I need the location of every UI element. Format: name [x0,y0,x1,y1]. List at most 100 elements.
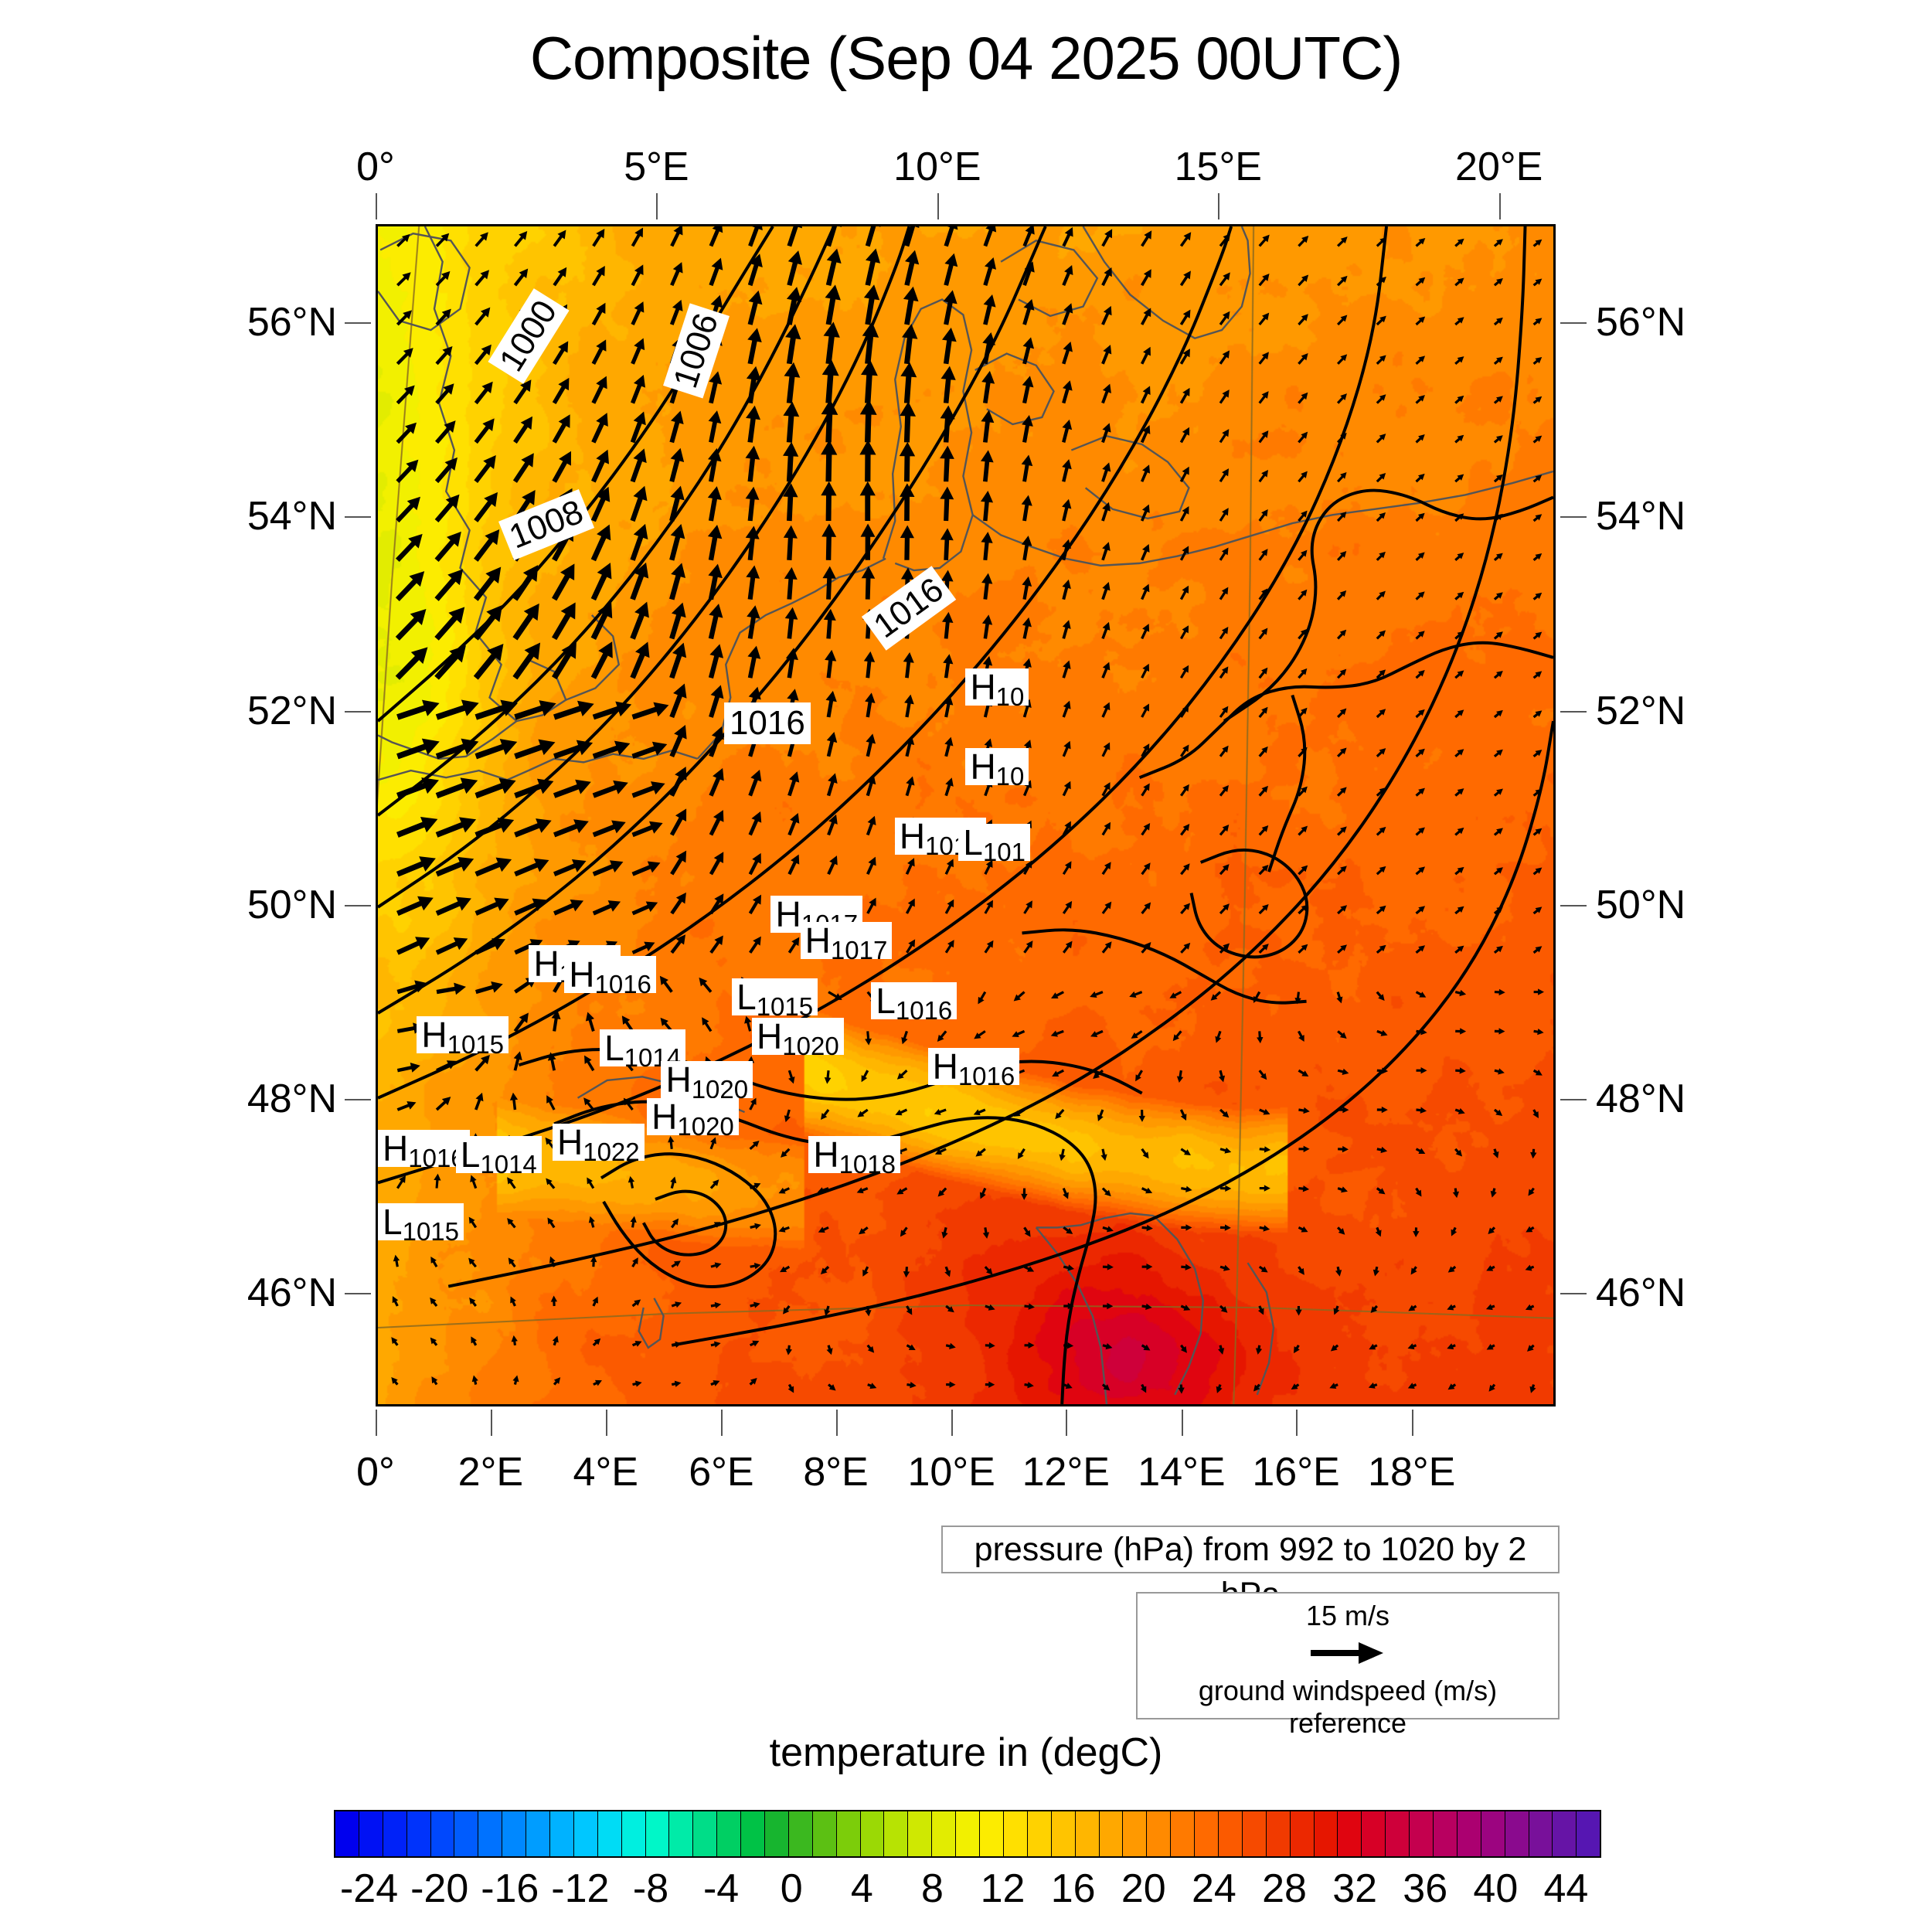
wind-arrow [1415,591,1425,600]
wind-arrow [866,897,876,914]
colorbar-title: temperature in (degC) [769,1730,1163,1775]
wind-arrow [859,440,876,482]
wind-arrow [1180,824,1190,836]
wind-arrow [1454,356,1464,365]
wind-arrow [1181,1185,1192,1192]
wind-arrow [984,859,993,875]
wind-arrow [669,683,687,719]
temperature-colorbar[interactable] [334,1810,1601,1858]
wind-arrow [1493,828,1503,836]
wind-arrow-grid [391,226,1545,1394]
wind-arrow [1141,1264,1153,1270]
wind-arrow [669,485,685,522]
map-plot-area[interactable]: 10001006100810161016H1018L101H10H10H1017… [376,224,1556,1406]
wind-arrow [546,1178,556,1189]
wind-arrow [1179,705,1189,718]
wind-arrow [1050,1029,1064,1037]
wind-arrow [747,253,763,287]
extremum-type: L [963,821,983,862]
coast-croatia [1247,1262,1275,1396]
isobar-east-1 [1267,694,1307,872]
wind-arrow [710,1262,722,1269]
wind-arrow [1023,1265,1035,1272]
wind-arrow [1176,1070,1184,1083]
lon-tick-label-bottom-7: 14°E [1138,1450,1226,1495]
colorbar-segment-8 [526,1811,551,1856]
wind-arrow [1416,1067,1427,1074]
wind-arrow [671,1260,681,1268]
wind-arrow [895,1108,908,1116]
wind-arrow [903,1267,910,1278]
wind-arrow [1493,317,1503,326]
wind-arrow [1486,1343,1495,1350]
wind-arrow [1298,1226,1308,1233]
pressure-extremum-h-9: H1016 [564,956,656,997]
colorbar-tick-5: -4 [702,1866,740,1911]
wind-arrow [980,1187,987,1199]
wind-arrow [1140,269,1151,287]
wind-arrow [1494,988,1505,996]
wind-arrow [1141,902,1151,914]
wind-arrow [1298,510,1308,522]
wind-arrow [1101,229,1113,247]
wind-arrow [900,525,914,560]
wind-arrow [1493,709,1503,719]
wind-arrow [825,649,837,679]
extremum-value: 101 [982,837,1026,866]
wind-arrow [821,523,837,560]
wind-arrow [1258,944,1269,954]
colorbar-tick-15: 36 [1403,1866,1448,1911]
wind-arrow [1532,474,1543,483]
wind-arrow [748,770,762,797]
wind-arrow [668,1135,675,1149]
extremum-value: 1018 [838,1149,896,1179]
wind-arrow [1532,906,1543,915]
wind-arrow [708,604,723,640]
wind-arrow [896,1069,908,1080]
wind-arrow [1493,867,1503,876]
wind-arrow [1454,238,1464,247]
wind-arrow [1454,866,1464,876]
wind-arrow [1180,1344,1187,1353]
wind-arrow [435,738,479,760]
wind-arrow [1333,1305,1340,1315]
lon-tick-label-bottom-0: 0° [356,1450,395,1495]
extremum-type: H [556,1122,583,1163]
wind-arrow [1062,1187,1069,1199]
wind-arrow [1298,1145,1310,1152]
lon-tick-mark-bottom-4 [835,1410,838,1436]
wind-arrow [1532,867,1543,876]
wind-arrow [435,345,453,366]
wind-arrow [896,1187,908,1195]
wind-arrow [474,699,519,720]
wind-arrow [1169,991,1182,998]
temperature-raster [378,226,1553,1404]
wind-arrow [1021,454,1033,482]
wind-arrow [1336,354,1348,365]
wind-arrow [1336,471,1347,483]
pressure-extremum-h-5: H1017 [800,921,893,963]
wind-arrow [507,1218,516,1229]
wind-arrow [1532,318,1543,326]
wind-arrow [1258,628,1268,640]
colorbar-segment-34 [1147,1811,1172,1856]
wind-arrow [944,696,954,718]
wind-arrow [709,226,723,247]
wind-arrow [669,808,687,836]
wind-arrow [553,859,587,876]
colorbar-segment-51 [1553,1811,1577,1856]
wind-arrow [707,486,722,522]
wind-arrow [710,1301,722,1309]
wind-arrow [396,738,440,760]
wind-arrow [1532,514,1543,522]
wind-arrow [1335,1266,1342,1277]
wind-arrow [1447,1265,1457,1273]
wind-arrow [940,486,954,522]
wind-arrow [1180,863,1190,876]
wind-arrow [904,694,914,718]
wind-arrow [1532,631,1543,640]
wind-arrow [1062,419,1073,443]
wind-arrow [1101,782,1111,797]
wind-arrow [784,1109,791,1123]
colorbar-segment-46 [1433,1811,1458,1856]
